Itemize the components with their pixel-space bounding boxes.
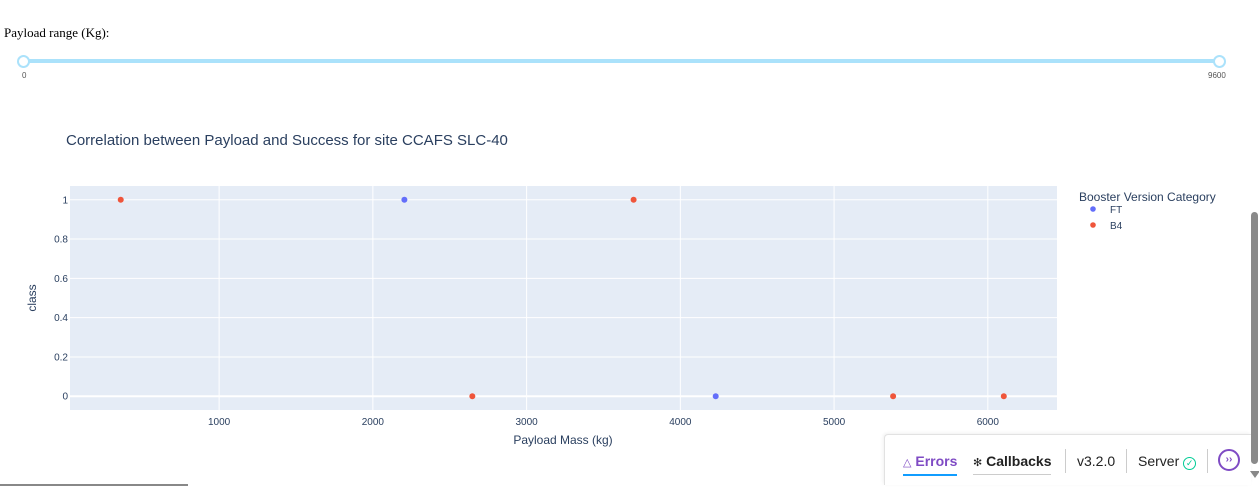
plot-area[interactable] (70, 186, 1057, 410)
scatter-point-b4[interactable] (630, 196, 637, 203)
x-tick-label: 5000 (823, 417, 846, 428)
y-tick-label: 1 (62, 195, 68, 206)
payload-range-max-mark: 9600 (1208, 71, 1226, 80)
scatter-point-b4[interactable] (469, 393, 476, 400)
payload-range-min-mark: 0 (22, 71, 27, 80)
x-axis-ticks: 1000 2000 3000 4000 5000 6000 (208, 417, 999, 428)
y-axis-label: class (25, 284, 39, 311)
callbacks-tab[interactable]: ✻ Callbacks (973, 453, 1052, 475)
payload-range-min-handle[interactable] (17, 55, 30, 68)
data-points (117, 196, 1007, 400)
legend-item-b4[interactable]: B4 (1110, 221, 1123, 232)
collapse-devtools-icon[interactable]: ›› (1218, 449, 1240, 471)
payload-range-label: Payload range (Kg): (4, 25, 110, 40)
server-status: Server ✓ (1138, 453, 1197, 470)
warning-icon: △ (903, 457, 912, 469)
chart-title: Correlation between Payload and Success … (66, 132, 508, 149)
dash-version: v3.2.0 (1077, 453, 1116, 469)
payload-range-max-handle[interactable] (1213, 55, 1226, 68)
legend-marker-ft[interactable] (1090, 206, 1096, 212)
check-circle-icon: ✓ (1183, 457, 1197, 470)
scatter-point-ft[interactable] (712, 393, 719, 400)
scatter-point-b4[interactable] (117, 196, 124, 203)
scatter-point-b4[interactable] (890, 393, 897, 400)
x-tick-label: 4000 (669, 417, 692, 428)
legend-marker-b4[interactable] (1090, 222, 1096, 228)
y-tick-label: 0.2 (54, 352, 68, 363)
y-tick-label: 0.8 (54, 235, 68, 246)
success-payload-scatter-chart: Correlation between Payload and Success … (25, 132, 1216, 447)
callbacks-graph-icon: ✻ (973, 457, 983, 469)
x-tick-label: 2000 (362, 417, 385, 428)
scatter-point-b4[interactable] (1000, 393, 1007, 400)
legend-item-ft[interactable]: FT (1110, 205, 1122, 216)
errors-label: Errors (915, 453, 958, 469)
legend: Booster Version Category FT B4 (1079, 190, 1216, 232)
x-axis-label: Payload Mass (kg) (513, 433, 612, 447)
y-tick-label: 0.4 (54, 313, 68, 324)
grid-lines (70, 186, 1057, 410)
x-tick-label: 6000 (977, 417, 1000, 428)
y-tick-label: 0.6 (54, 274, 68, 285)
x-tick-label: 3000 (515, 417, 538, 428)
y-axis-ticks: 0 0.2 0.4 0.6 0.8 1 (54, 195, 68, 402)
callbacks-label: Callbacks (986, 453, 1052, 469)
vertical-scrollbar-thumb[interactable] (1251, 212, 1258, 464)
payload-range-slider-track[interactable] (24, 59, 1219, 63)
y-tick-label: 0 (62, 392, 68, 403)
server-label: Server (1138, 453, 1180, 469)
x-tick-label: 1000 (208, 417, 231, 428)
legend-title: Booster Version Category (1079, 190, 1216, 204)
errors-tab[interactable]: △ Errors (903, 453, 958, 476)
horizontal-scrollbar-thumb[interactable] (0, 484, 188, 486)
scatter-point-ft[interactable] (401, 196, 408, 203)
scroll-down-arrow-icon[interactable] (1250, 471, 1259, 478)
dash-devtools-bar: △ Errors ✻ Callbacks v3.2.0 Server ✓ ›› (884, 434, 1251, 485)
